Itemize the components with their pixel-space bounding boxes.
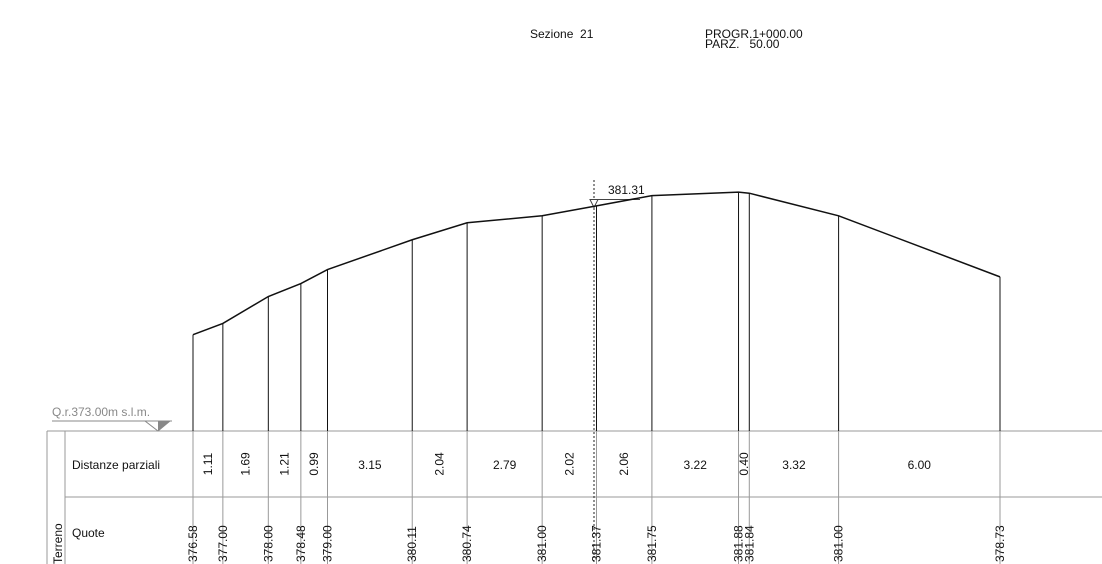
distance-label: 1.11: [201, 452, 215, 475]
distance-label: 2.02: [562, 452, 576, 476]
elevation-label: 376.58: [186, 525, 200, 562]
distance-label: 3.32: [782, 458, 806, 472]
distance-label: 3.15: [358, 458, 382, 472]
elevation-label: 380.11: [405, 526, 419, 562]
elevation-label: 381.75: [645, 525, 659, 562]
elevation-label: 381.00: [832, 525, 846, 562]
progressive: PROGR.1+000.00: [705, 27, 803, 41]
profile: [192, 191, 1001, 336]
distance-label: 2.06: [617, 452, 631, 476]
distance-label: 3.22: [684, 458, 708, 472]
elevation-label: 377.00: [216, 525, 230, 562]
elevation-label: 381.00: [535, 525, 549, 562]
elevation-label: 381.84: [742, 525, 756, 562]
distance-label: 6.00: [908, 458, 932, 472]
elevation-label: 378.00: [261, 525, 275, 562]
axis-label: 381.31: [608, 183, 645, 197]
distance-label: 2.04: [433, 452, 447, 476]
row-label: Distanze parziali: [72, 458, 160, 472]
distance-label: 1.69: [239, 452, 253, 476]
elevation-label: 380.74: [460, 525, 474, 562]
distance-label: 1.21: [278, 452, 292, 476]
partial: PARZ. 50.00: [705, 37, 780, 51]
elevation-label: 381.88: [732, 525, 746, 562]
distance-label: 0.40: [737, 452, 751, 476]
table-frame: [46, 430, 1102, 564]
reference-marker: [52, 420, 172, 432]
group-label: Terreno: [51, 523, 65, 564]
elevation-label: 378.48: [294, 525, 308, 562]
row-label: Quote: [72, 526, 105, 540]
elevation-label: 378.73: [993, 525, 1007, 562]
elevation-label: 379.00: [321, 525, 335, 562]
distance-label: 2.79: [493, 458, 517, 472]
section-title: Sezione 21: [530, 27, 594, 41]
reference-label: Q.r.373.00m s.l.m.: [52, 405, 150, 419]
elevation-label: 381.37: [590, 525, 604, 562]
distance-label: 0.99: [307, 452, 321, 476]
